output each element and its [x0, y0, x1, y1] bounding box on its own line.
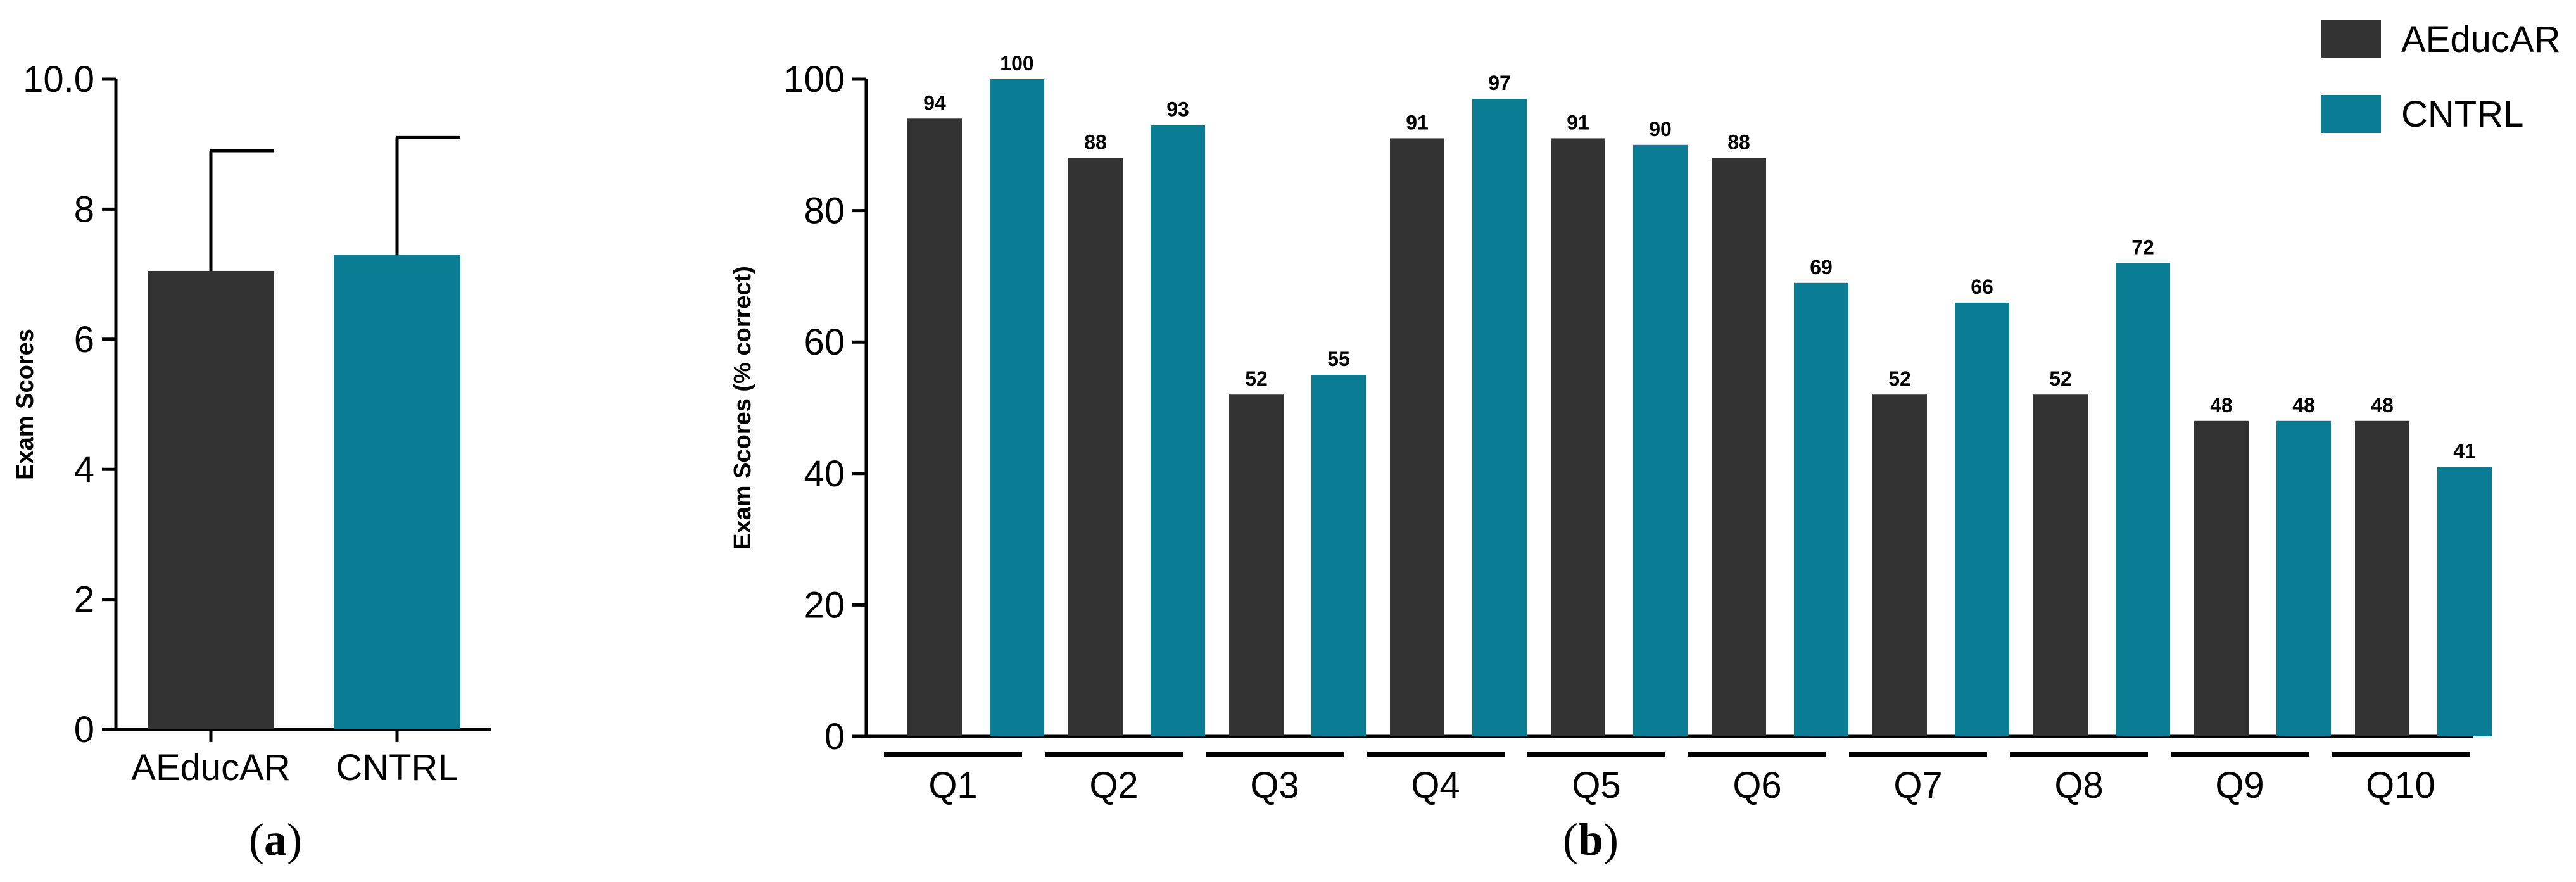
- x-tick-label-b: Q10: [2366, 765, 2435, 806]
- y-tick-label-b: 80: [804, 191, 845, 232]
- bar-b-q9-cntrl: [2276, 420, 2331, 736]
- legend-swatch-cntrl: [2321, 95, 2381, 133]
- y-tick-label-a: 8: [74, 189, 94, 230]
- y-tick-label-b: 100: [783, 59, 845, 100]
- data-label-b: 52: [1888, 367, 1911, 390]
- bar-b-q1-cntrl: [990, 79, 1044, 736]
- x-tick-label-b: Q9: [2215, 765, 2264, 806]
- data-label-b: 48: [2371, 394, 2394, 417]
- y-tick-label-b: 40: [804, 453, 845, 495]
- data-label-b: 48: [2292, 394, 2315, 417]
- bar-b-q8-aeducar: [2033, 394, 2088, 736]
- x-tick-label-a: CNTRL: [336, 747, 458, 788]
- bar-b-q4-cntrl: [1472, 99, 1527, 736]
- bar-b-q10-aeducar: [2355, 420, 2409, 736]
- x-tick-label-a: AEducAR: [131, 747, 290, 788]
- x-tick-label-b: Q5: [1572, 765, 1620, 806]
- bar-b-q4-aeducar: [1390, 138, 1444, 737]
- data-label-b: 88: [1727, 131, 1750, 154]
- bar-b-q5-cntrl: [1633, 144, 1688, 737]
- y-tick-label-a: 0: [74, 709, 94, 750]
- y-tick-label-a: 2: [74, 579, 94, 621]
- data-label-b: 91: [1567, 111, 1589, 134]
- chart-b: 0 20 40 60 80 100 Exam Scores (% correct) 94 100…: [729, 52, 2492, 806]
- y-tick-label-a: 4: [74, 449, 94, 490]
- x-tick-label-b: Q7: [1893, 765, 1942, 806]
- data-label-b: 90: [1649, 118, 1672, 141]
- data-label-b: 100: [1000, 52, 1033, 75]
- data-label-b: 93: [1166, 98, 1189, 121]
- data-label-b: 52: [1245, 367, 1268, 390]
- bar-b-q7-aeducar: [1872, 394, 1927, 736]
- bar-b-q10-cntrl: [2437, 467, 2492, 736]
- y-axis-label-b: Exam Scores (% correct): [729, 266, 756, 550]
- x-tick-label-b: Q4: [1411, 765, 1460, 806]
- y-tick-label-a: 6: [74, 319, 94, 360]
- x-tick-label-b: Q6: [1733, 765, 1781, 806]
- data-label-b: 41: [2453, 439, 2476, 462]
- data-label-b: 72: [2131, 236, 2154, 259]
- panel-label-a: (a): [249, 814, 302, 865]
- data-label-b: 88: [1084, 131, 1107, 154]
- bar-b-q5-aeducar: [1551, 138, 1605, 737]
- bar-b-q6-cntrl: [1794, 282, 1848, 736]
- y-tick-label-a: 10.0: [23, 59, 94, 100]
- bar-a-aeducar: [148, 270, 274, 730]
- data-label-b: 52: [2049, 367, 2072, 390]
- x-tick-label-b: Q1: [928, 765, 977, 806]
- y-axis-label-a: Exam Scores: [12, 329, 39, 480]
- bar-b-q1-aeducar: [907, 118, 962, 736]
- legend-label-aeducar: AEducAR: [2401, 19, 2560, 60]
- data-label-b: 66: [1971, 275, 1993, 298]
- bar-b-q8-cntrl: [2116, 263, 2170, 736]
- panel-label-b: (b): [1563, 814, 1619, 865]
- bar-b-q9-aeducar: [2194, 420, 2249, 736]
- legend: AEducAR CNTRL: [2321, 19, 2560, 135]
- data-label-b: 97: [1488, 72, 1511, 94]
- x-tick-label-b: Q2: [1089, 765, 1138, 806]
- bar-b-q3-aeducar: [1229, 394, 1284, 736]
- bar-b-q3-cntrl: [1311, 375, 1366, 736]
- bar-b-q6-aeducar: [1712, 158, 1766, 736]
- x-tick-label-b: Q3: [1250, 765, 1299, 806]
- bar-a-cntrl: [334, 255, 460, 729]
- data-label-b: 48: [2210, 394, 2233, 417]
- data-label-b: 91: [1406, 111, 1429, 134]
- data-label-b: 69: [1810, 256, 1833, 279]
- x-tick-label-b: Q8: [2054, 765, 2103, 806]
- chart-a: 0 2 4 6 8 10.0 Exam Scores AEducAR CNTRL: [12, 59, 491, 788]
- y-tick-label-b: 0: [824, 716, 845, 757]
- legend-label-cntrl: CNTRL: [2401, 94, 2523, 135]
- y-tick-label-b: 20: [804, 584, 845, 626]
- bar-b-q2-cntrl: [1151, 125, 1205, 736]
- legend-swatch-aeducar: [2321, 20, 2381, 58]
- bar-b-q2-aeducar: [1068, 158, 1123, 736]
- y-tick-label-b: 60: [804, 322, 845, 363]
- bar-b-q7-cntrl: [1955, 302, 2009, 736]
- data-label-b: 55: [1327, 348, 1350, 370]
- data-label-b: 94: [923, 91, 946, 114]
